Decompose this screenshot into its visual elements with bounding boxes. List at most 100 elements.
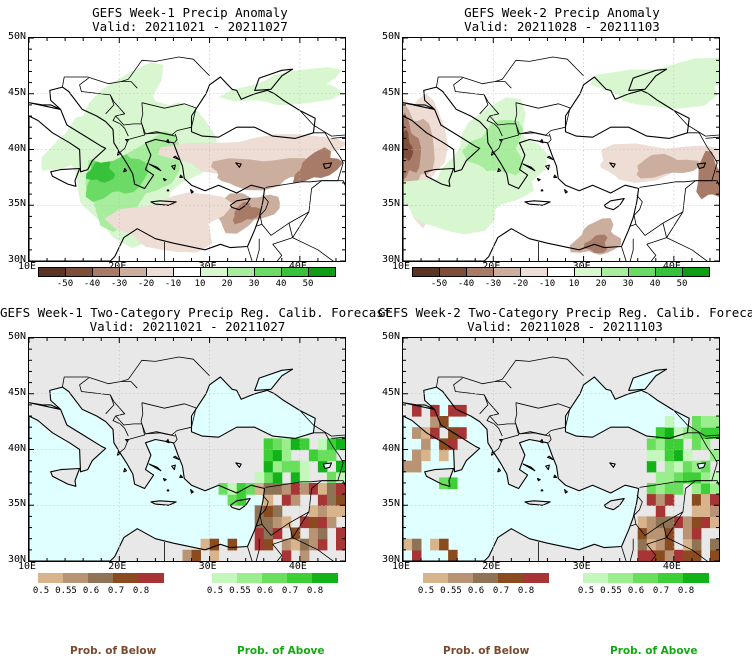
border bbox=[495, 381, 512, 389]
probability-cell bbox=[308, 538, 319, 551]
island-coast bbox=[546, 455, 554, 461]
anomaly-colorbar-swatch bbox=[200, 267, 228, 277]
island-coast bbox=[553, 174, 558, 178]
anomaly-contour bbox=[403, 170, 534, 235]
probability-cell bbox=[664, 427, 675, 439]
probability-cell bbox=[700, 494, 711, 506]
latitude-label: 35N bbox=[7, 498, 26, 510]
latitude-label: 30N bbox=[7, 554, 26, 565]
island-coast bbox=[553, 474, 558, 478]
graticule bbox=[403, 338, 719, 561]
below-colorbar-tick-label: 0.7 bbox=[492, 586, 510, 596]
probability-cell bbox=[182, 549, 192, 561]
above-colorbar-swatch bbox=[683, 573, 709, 583]
probability-cell bbox=[637, 527, 648, 540]
probability-cell bbox=[218, 483, 229, 495]
probability-cell bbox=[299, 471, 310, 484]
probability-cell bbox=[281, 483, 292, 495]
probability-cell bbox=[290, 438, 301, 451]
probability-cell bbox=[263, 505, 274, 517]
black-sea-coast bbox=[564, 376, 690, 439]
probability-cells bbox=[403, 538, 458, 561]
probability-cell bbox=[254, 527, 265, 540]
border bbox=[174, 133, 178, 144]
island-coast bbox=[172, 455, 180, 461]
probability-cell bbox=[691, 505, 702, 517]
anomaly-colorbar-tick-label: -30 bbox=[484, 279, 502, 289]
probability-cell bbox=[336, 538, 345, 551]
anomaly-colorbar-tick-label: 10 bbox=[194, 279, 206, 289]
probability-cell bbox=[682, 516, 693, 529]
anomaly-contour bbox=[583, 234, 608, 253]
probability-cell bbox=[655, 483, 666, 495]
below-colorbar-tick-label: 0.55 bbox=[440, 586, 462, 596]
border bbox=[705, 436, 719, 439]
probability-cell bbox=[646, 527, 657, 540]
island-coast bbox=[50, 167, 81, 187]
azov-coast bbox=[628, 368, 668, 391]
island-coast bbox=[424, 467, 455, 487]
island-coast bbox=[116, 451, 121, 456]
anomaly-colorbar-tick-label: 10 bbox=[568, 279, 580, 289]
border bbox=[247, 546, 253, 561]
island-coast bbox=[539, 438, 544, 444]
border bbox=[255, 194, 269, 227]
probability-cell bbox=[272, 527, 283, 540]
black-sea bbox=[565, 377, 690, 439]
map-canvas bbox=[29, 38, 345, 261]
anomaly-colorbar-swatch bbox=[466, 267, 494, 277]
probability-cell bbox=[326, 516, 337, 529]
probability-cell bbox=[710, 427, 719, 439]
below-colorbar-tick-label: 0.5 bbox=[417, 586, 435, 596]
anomaly-contour bbox=[403, 129, 414, 161]
probability-cell bbox=[403, 538, 413, 551]
island-coast bbox=[497, 467, 502, 473]
axis-ticks bbox=[29, 338, 345, 561]
below-colorbar-tick-label: 0.7 bbox=[107, 586, 125, 596]
probability-cell bbox=[272, 449, 283, 462]
probability-cell bbox=[263, 494, 274, 506]
probability-cell bbox=[412, 427, 422, 439]
above-colorbar-tick-label: 0.55 bbox=[600, 586, 622, 596]
anomaly-colorbar-swatch bbox=[547, 267, 575, 277]
anomaly-colorbar-swatch bbox=[281, 267, 309, 277]
longitude-label: 40E bbox=[663, 261, 681, 272]
lake-coast bbox=[696, 462, 707, 470]
probability-cell bbox=[691, 494, 702, 506]
probability-cell bbox=[317, 483, 328, 495]
border bbox=[255, 538, 260, 561]
map-canvas bbox=[403, 38, 719, 261]
anomaly-colorbar-swatch bbox=[254, 267, 282, 277]
above-colorbar-swatch bbox=[212, 573, 238, 583]
probability-cell bbox=[403, 460, 413, 473]
probability-cell bbox=[457, 404, 467, 417]
panel1-title: GEFS Week-1 Precip Anomaly Valid: 202110… bbox=[92, 5, 288, 34]
prob-below-label-week1: Prob. of Below bbox=[70, 645, 157, 657]
island-coast bbox=[497, 167, 502, 173]
island-coast bbox=[172, 155, 180, 161]
border bbox=[629, 194, 643, 227]
island-coast bbox=[148, 463, 162, 472]
probability-cell bbox=[263, 538, 274, 551]
border bbox=[292, 211, 334, 261]
border bbox=[666, 511, 708, 561]
anomaly-colorbar-swatch bbox=[655, 267, 683, 277]
probability-cell bbox=[191, 549, 201, 561]
latitude-label: 35N bbox=[381, 498, 400, 510]
probability-cell bbox=[281, 549, 292, 561]
lake-coast bbox=[696, 162, 707, 170]
above-colorbar-swatch bbox=[287, 573, 313, 583]
probability-cell bbox=[710, 449, 719, 462]
probability-cell bbox=[637, 516, 648, 529]
probability-cell bbox=[710, 516, 719, 529]
border bbox=[331, 436, 345, 439]
latitude-label: 40N bbox=[381, 442, 400, 454]
lake-coast bbox=[609, 162, 616, 168]
probability-cell bbox=[664, 483, 675, 495]
probability-cell bbox=[336, 494, 345, 506]
lake-coast bbox=[235, 462, 242, 468]
island-coast bbox=[490, 451, 495, 456]
probability-cell bbox=[691, 460, 702, 473]
probability-cell bbox=[710, 471, 719, 484]
mediterranean-coast bbox=[403, 86, 640, 261]
